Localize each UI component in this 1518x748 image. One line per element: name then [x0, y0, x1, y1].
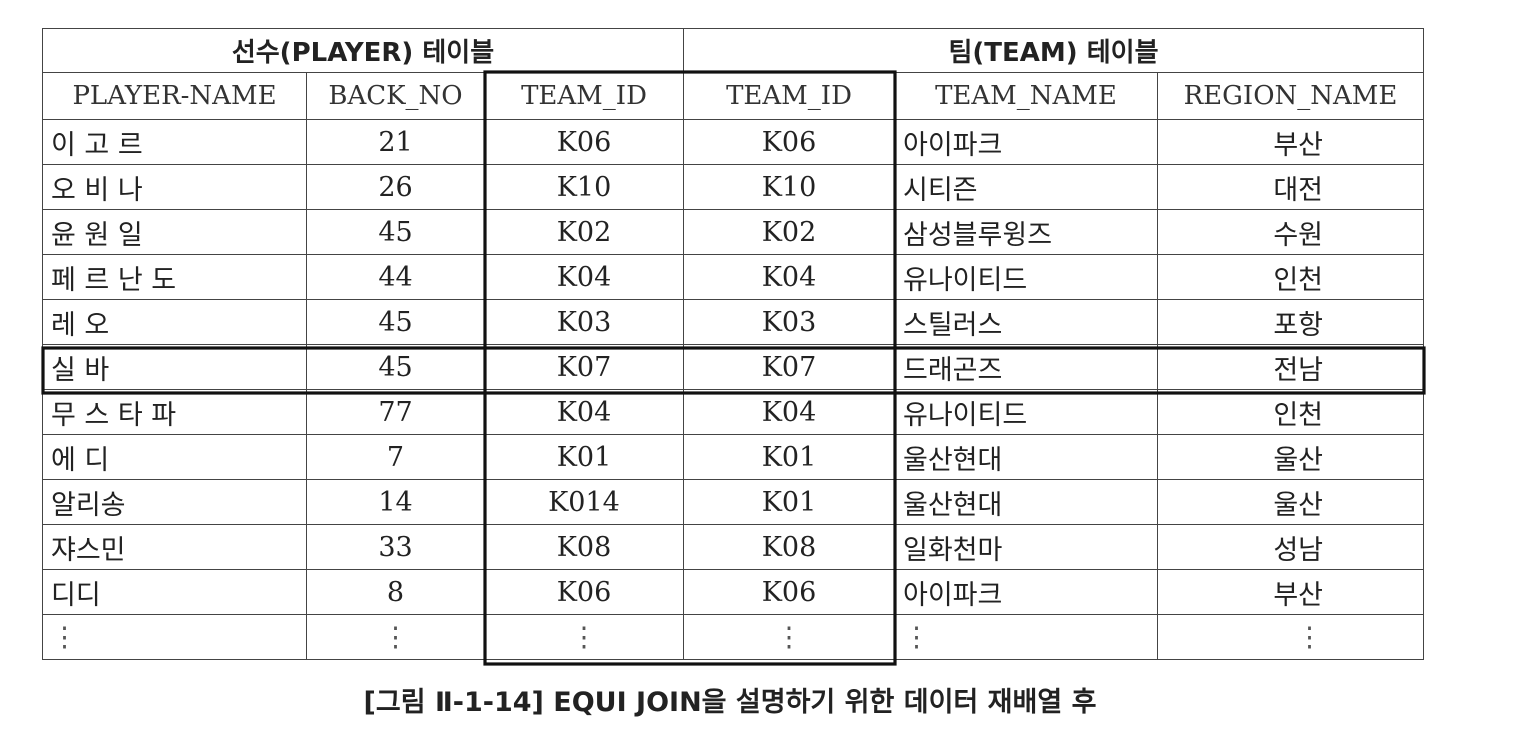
region-name-cell: 울산	[1157, 479, 1424, 525]
team-name-cell: 삼성블루윙즈	[894, 209, 1158, 255]
team-name-cell: 유나이티드	[894, 389, 1158, 435]
team-id-cell: K10	[683, 164, 895, 210]
team-name-cell: 일화천마	[894, 524, 1158, 570]
player-team-id-cell: K014	[484, 479, 684, 525]
col-player-name: PLAYER-NAME	[42, 72, 307, 120]
table-row: 윤 원 일 45 K02 K02 삼성블루윙즈 수원	[42, 209, 1424, 255]
team-id-cell: ⋮	[683, 614, 895, 660]
team-id-cell: K04	[683, 389, 895, 435]
back-no-cell: 33	[306, 524, 485, 570]
player-table-header: 선수(PLAYER) 테이블	[42, 28, 684, 73]
team-name-cell: ⋮	[894, 614, 1158, 660]
team-id-cell: K08	[683, 524, 895, 570]
region-name-cell: 성남	[1157, 524, 1424, 570]
team-id-cell: K01	[683, 434, 895, 480]
player-team-id-cell: K04	[484, 254, 684, 300]
player-name-cell: 이 고 르	[42, 119, 307, 165]
region-name-cell: 인천	[1157, 389, 1424, 435]
back-no-cell: 21	[306, 119, 485, 165]
table-row: 알리송 14 K014 K01 울산현대 울산	[42, 479, 1424, 525]
table-row: 레 오 45 K03 K03 스틸러스 포항	[42, 299, 1424, 345]
player-team-id-cell: K02	[484, 209, 684, 255]
player-name-cell: 윤 원 일	[42, 209, 307, 255]
player-name-cell: 오 비 나	[42, 164, 307, 210]
player-team-id-cell: K06	[484, 119, 684, 165]
table-row: 쟈스민 33 K08 K08 일화천마 성남	[42, 524, 1424, 570]
team-id-cell: K07	[683, 344, 895, 390]
region-name-cell: 수원	[1157, 209, 1424, 255]
region-name-cell: 울산	[1157, 434, 1424, 480]
region-name-cell: 대전	[1157, 164, 1424, 210]
back-no-cell: 44	[306, 254, 485, 300]
player-name-cell: 레 오	[42, 299, 307, 345]
figure-caption: [그림 Ⅱ-1-14] EQUI JOIN을 설명하기 위한 데이터 재배열 후	[363, 687, 1097, 718]
team-name-cell: 울산현대	[894, 434, 1158, 480]
player-team-id-cell: K04	[484, 389, 684, 435]
player-team-id-cell: K01	[484, 434, 684, 480]
region-name-cell: 부산	[1157, 119, 1424, 165]
team-name-cell: 시티즌	[894, 164, 1158, 210]
team-table-header: 팀(TEAM) 테이블	[683, 28, 1424, 73]
col-team-name: TEAM_NAME	[894, 72, 1158, 120]
back-no-cell: 7	[306, 434, 485, 480]
col-back-no: BACK_NO	[306, 72, 485, 120]
team-name-cell: 아이파크	[894, 569, 1158, 615]
table-row: 오 비 나 26 K10 K10 시티즌 대전	[42, 164, 1424, 210]
back-no-cell: 77	[306, 389, 485, 435]
region-name-cell: 부산	[1157, 569, 1424, 615]
player-name-cell: ⋮	[42, 614, 307, 660]
team-name-cell: 스틸러스	[894, 299, 1158, 345]
player-team-id-cell: K08	[484, 524, 684, 570]
player-name-cell: 디디	[42, 569, 307, 615]
table-row: ⋮ ⋮ ⋮ ⋮ ⋮ ⋮	[42, 614, 1424, 660]
player-team-id-cell: K06	[484, 569, 684, 615]
back-no-cell: 14	[306, 479, 485, 525]
back-no-cell: 26	[306, 164, 485, 210]
player-name-cell: 에 디	[42, 434, 307, 480]
player-team-id-cell: K10	[484, 164, 684, 210]
col-team-id-team: TEAM_ID	[683, 72, 895, 120]
col-region-name: REGION_NAME	[1157, 72, 1424, 120]
join-table: 선수(PLAYER) 테이블 팀(TEAM) 테이블 PLAYER-NAME BA…	[42, 28, 1424, 660]
team-id-cell: K02	[683, 209, 895, 255]
back-no-cell: 45	[306, 209, 485, 255]
col-team-id-player: TEAM_ID	[484, 72, 684, 120]
team-id-cell: K04	[683, 254, 895, 300]
team-id-cell: K01	[683, 479, 895, 525]
table-row: 디디 8 K06 K06 아이파크 부산	[42, 569, 1424, 615]
player-name-cell: 쟈스민	[42, 524, 307, 570]
back-no-cell: 45	[306, 299, 485, 345]
back-no-cell: ⋮	[306, 614, 485, 660]
table-row: 이 고 르 21 K06 K06 아이파크 부산	[42, 119, 1424, 165]
player-name-cell: 무 스 타 파	[42, 389, 307, 435]
team-name-cell: 유나이티드	[894, 254, 1158, 300]
player-name-cell: 알리송	[42, 479, 307, 525]
player-name-cell: 페 르 난 도	[42, 254, 307, 300]
player-team-id-cell: K07	[484, 344, 684, 390]
region-name-cell: ⋮	[1157, 614, 1424, 660]
region-name-cell: 인천	[1157, 254, 1424, 300]
team-name-cell: 드래곤즈	[894, 344, 1158, 390]
team-id-cell: K06	[683, 119, 895, 165]
back-no-cell: 8	[306, 569, 485, 615]
back-no-cell: 45	[306, 344, 485, 390]
table-row: 페 르 난 도 44 K04 K04 유나이티드 인천	[42, 254, 1424, 300]
team-name-cell: 울산현대	[894, 479, 1158, 525]
table-row: 에 디 7 K01 K01 울산현대 울산	[42, 434, 1424, 480]
team-id-cell: K03	[683, 299, 895, 345]
player-name-cell: 실 바	[42, 344, 307, 390]
table-row: 실 바 45 K07 K07 드래곤즈 전남	[42, 344, 1424, 390]
team-id-cell: K06	[683, 569, 895, 615]
region-name-cell: 포항	[1157, 299, 1424, 345]
table-row: 무 스 타 파 77 K04 K04 유나이티드 인천	[42, 389, 1424, 435]
team-name-cell: 아이파크	[894, 119, 1158, 165]
region-name-cell: 전남	[1157, 344, 1424, 390]
player-team-id-cell: K03	[484, 299, 684, 345]
player-team-id-cell: ⋮	[484, 614, 684, 660]
